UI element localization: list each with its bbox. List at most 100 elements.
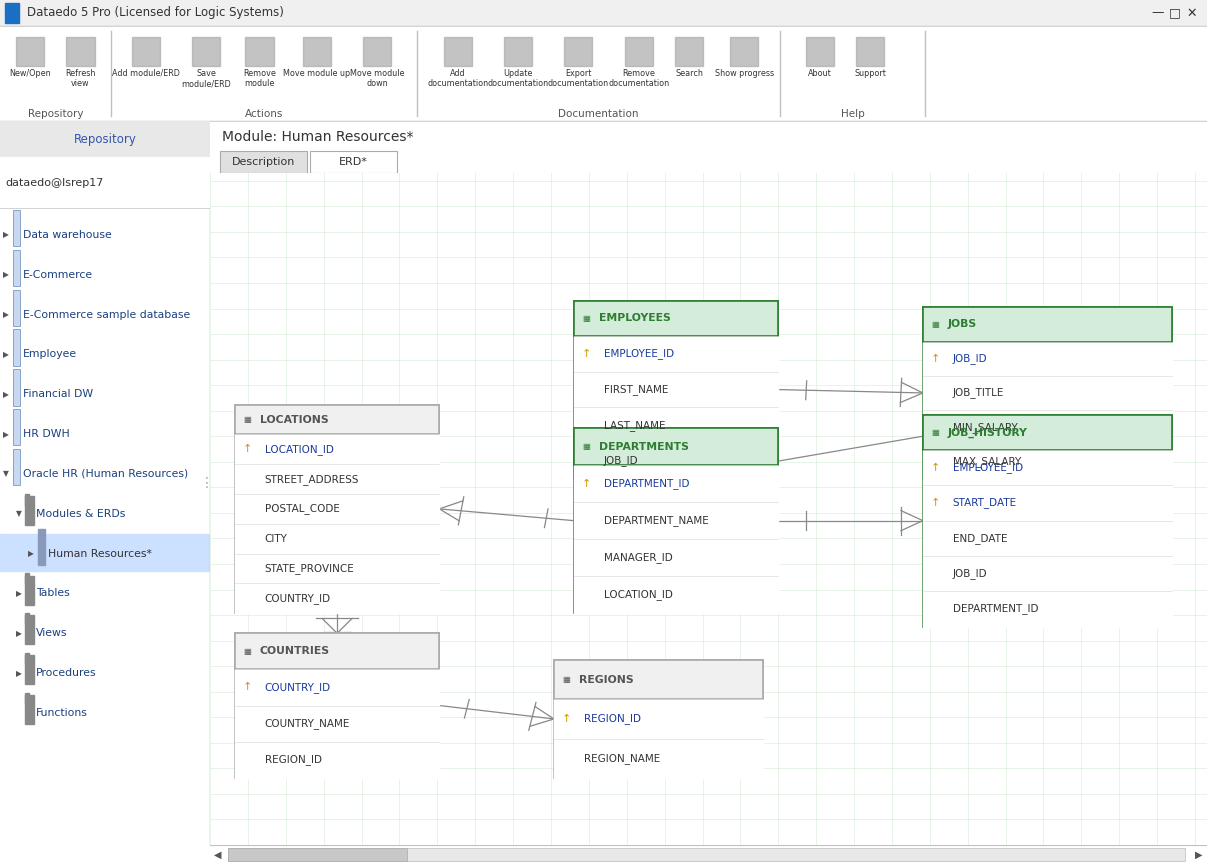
Bar [856, 37, 884, 66]
Bar [12, 410, 21, 445]
Bar [573, 301, 779, 336]
Text: ▦: ▦ [243, 647, 251, 656]
Text: FIRST_NAME: FIRST_NAME [604, 384, 669, 395]
Bar [444, 37, 472, 66]
Bar [228, 848, 408, 861]
Bar [573, 502, 779, 539]
Text: ▶: ▶ [16, 589, 22, 598]
Bar [12, 369, 21, 405]
Text: ▶: ▶ [16, 629, 22, 638]
Text: STATE_PROVINCE: STATE_PROVINCE [264, 563, 355, 574]
Text: ▦: ▦ [562, 676, 570, 684]
Text: ▦: ▦ [243, 415, 251, 424]
Bar [12, 250, 21, 286]
Text: EMPLOYEE_ID: EMPLOYEE_ID [604, 348, 674, 359]
Text: Procedures: Procedures [36, 668, 97, 678]
Text: COUNTRY_ID: COUNTRY_ID [264, 593, 331, 604]
Bar [923, 521, 1172, 556]
Bar [235, 524, 439, 554]
Bar [923, 308, 1172, 479]
Text: Functions: Functions [36, 708, 88, 718]
Bar [573, 336, 779, 372]
Text: ▶: ▶ [1195, 849, 1202, 860]
Text: ▶: ▶ [4, 390, 8, 399]
Text: DEPARTMENT_ID: DEPARTMENT_ID [952, 603, 1038, 614]
Bar [5, 3, 19, 22]
Bar [730, 37, 758, 66]
Text: Remove
module: Remove module [243, 69, 276, 88]
Bar [554, 699, 763, 739]
Bar [554, 739, 763, 778]
Text: ↑: ↑ [931, 463, 940, 473]
Bar [25, 615, 34, 645]
Bar [923, 556, 1172, 591]
Text: JOB_HISTORY: JOB_HISTORY [947, 428, 1027, 437]
Text: Dataedo 5 Pro (Licensed for Logic Systems): Dataedo 5 Pro (Licensed for Logic System… [27, 6, 284, 20]
Text: JOBS: JOBS [947, 320, 976, 329]
Bar [303, 37, 331, 66]
Text: ↑: ↑ [243, 444, 252, 454]
Bar [25, 494, 29, 505]
Text: Modules & ERDs: Modules & ERDs [36, 509, 126, 518]
Text: Move module up: Move module up [284, 69, 350, 78]
Bar [0, 534, 210, 571]
Text: Add
documentation: Add documentation [427, 69, 488, 88]
Bar [675, 37, 702, 66]
Text: STREET_ADDRESS: STREET_ADDRESS [264, 473, 360, 485]
Text: Add module/ERD: Add module/ERD [112, 69, 180, 78]
Bar [132, 37, 159, 66]
Text: dataedo@lsrep17: dataedo@lsrep17 [5, 177, 104, 187]
Bar [923, 591, 1172, 626]
Bar [25, 496, 34, 525]
Bar [573, 372, 779, 408]
Text: MAX_SALARY: MAX_SALARY [952, 456, 1021, 467]
Text: ▼: ▼ [16, 509, 22, 518]
Bar [235, 741, 439, 778]
Text: Oracle HR (Human Resources): Oracle HR (Human Resources) [23, 469, 188, 479]
Bar [363, 37, 391, 66]
Bar [923, 341, 1172, 376]
Bar [16, 37, 45, 66]
Bar [554, 660, 763, 699]
Text: □: □ [1168, 6, 1180, 20]
Bar [235, 706, 439, 741]
Text: Tables: Tables [36, 588, 70, 599]
Text: ▦: ▦ [931, 320, 939, 329]
Text: ERD*: ERD* [339, 157, 368, 167]
Text: Repository: Repository [74, 132, 136, 145]
Bar [310, 151, 397, 173]
Bar [923, 308, 1172, 341]
Text: ▶: ▶ [4, 270, 8, 279]
Text: ↑: ↑ [582, 349, 591, 359]
Text: ◀: ◀ [215, 849, 222, 860]
Bar [235, 404, 439, 435]
Bar [25, 613, 29, 624]
Text: COUNTRY_ID: COUNTRY_ID [264, 682, 331, 693]
Text: Help: Help [840, 109, 864, 119]
Bar [923, 415, 1172, 450]
Text: —: — [1151, 6, 1164, 20]
Bar [923, 410, 1172, 444]
Bar [25, 655, 34, 684]
Text: ▦: ▦ [931, 428, 939, 437]
Bar [235, 464, 439, 494]
Text: ▶: ▶ [4, 429, 8, 439]
Bar [923, 486, 1172, 521]
Text: ▶: ▶ [28, 549, 34, 558]
Text: LOCATION_ID: LOCATION_ID [604, 589, 672, 600]
Bar [573, 576, 779, 613]
Text: COUNTRY_NAME: COUNTRY_NAME [264, 718, 350, 729]
Bar [37, 529, 45, 565]
Text: ↑: ↑ [243, 683, 252, 692]
Bar [565, 37, 593, 66]
Bar [806, 37, 834, 66]
Text: EMPLOYEE_ID: EMPLOYEE_ID [952, 462, 1022, 473]
Text: JOB_TITLE: JOB_TITLE [952, 387, 1004, 398]
Bar [25, 696, 34, 724]
Text: ▶: ▶ [4, 350, 8, 359]
Text: New/Open: New/Open [10, 69, 51, 78]
Bar [12, 210, 21, 246]
Text: ▼: ▼ [4, 469, 8, 479]
Bar [25, 574, 29, 584]
Bar [66, 37, 94, 66]
